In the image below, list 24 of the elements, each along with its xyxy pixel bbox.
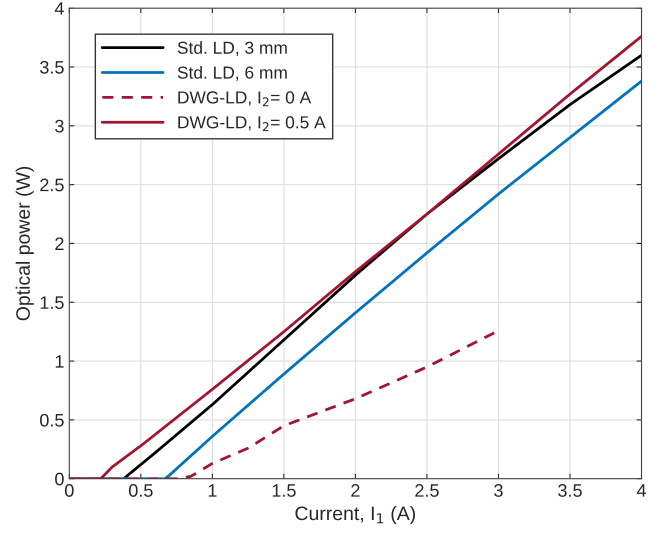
x-tick-label: 2.5 [415,484,439,497]
x-tick-label: 1.5 [272,484,296,497]
x-tick-label: 0 [64,484,74,497]
legend-label: Std. LD, 6 mm [178,66,287,81]
y-tick-label: 4 [54,2,64,15]
y-tick-label: 2.5 [40,178,64,192]
y-tick-label: 0.5 [40,414,64,427]
x-tick-label: 0.5 [128,484,153,497]
y-tick-label: 3 [55,120,64,133]
x-tick-label: 4 [636,484,646,497]
y-tick-label: 3.5 [40,60,64,74]
legend-label: DWG-LD, I$_{2}$= 0.5 A [178,116,326,132]
y-axis-title: Optical power (W) [16,166,34,320]
y-tick-label: 2 [55,237,64,250]
x-axis-title: Current, I$_{1}$ (A) [295,506,415,524]
y-tick-label: 0 [55,472,64,486]
x-tick-label: 2 [351,484,360,497]
x-tick-label: 1 [208,484,216,497]
y-tick-label: 1 [56,355,64,368]
legend-label: Std. LD, 3 mm [178,41,287,56]
y-tick-label: 1.5 [40,296,64,309]
x-tick-label: 3.5 [558,484,582,497]
x-tick-label: 3 [494,484,503,497]
legend-label: DWG-LD, I$_{2}$= 0 A [178,91,312,106]
